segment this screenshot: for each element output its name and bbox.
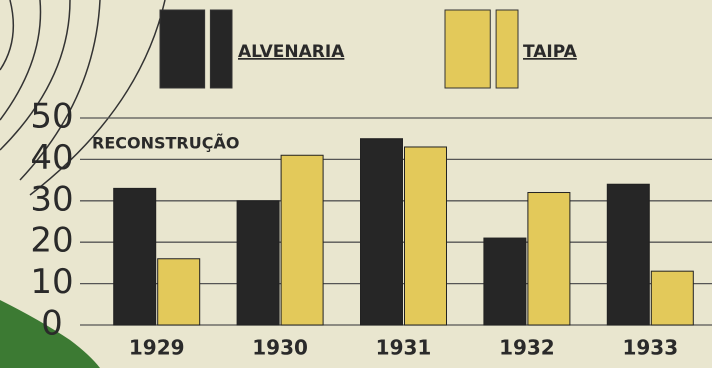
bar — [606, 183, 650, 326]
legend-label: ALVENARIA — [238, 42, 345, 62]
bar — [483, 237, 527, 326]
legend-swatch — [209, 9, 233, 89]
legend-swatch — [159, 9, 206, 89]
legend-label: TAIPA — [523, 42, 578, 62]
bar — [157, 258, 201, 326]
bar — [650, 270, 694, 326]
y-tick-label: 20 — [30, 221, 73, 261]
annotation: RECONSTRUÇÃO — [92, 134, 239, 153]
legend-swatch — [495, 9, 519, 89]
x-tick-label: 1932 — [499, 336, 555, 360]
x-tick-label: 1929 — [129, 336, 185, 360]
bar — [236, 200, 280, 326]
decor-lines — [0, 0, 166, 196]
y-tick-label: 30 — [30, 179, 73, 219]
legend-swatch — [444, 9, 491, 89]
y-tick-label: 40 — [30, 138, 73, 178]
x-tick-label: 1931 — [376, 336, 432, 360]
bar — [527, 192, 571, 326]
y-tick-label: 0 — [41, 304, 63, 344]
x-tick-label: 1933 — [622, 336, 678, 360]
x-tick-label: 1930 — [252, 336, 308, 360]
y-tick-label: 10 — [30, 262, 73, 302]
bar — [113, 187, 157, 326]
bar — [404, 146, 447, 326]
bar — [280, 154, 324, 326]
bar — [360, 138, 403, 326]
decor-shape — [0, 300, 100, 368]
y-tick-label: 50 — [30, 97, 73, 137]
